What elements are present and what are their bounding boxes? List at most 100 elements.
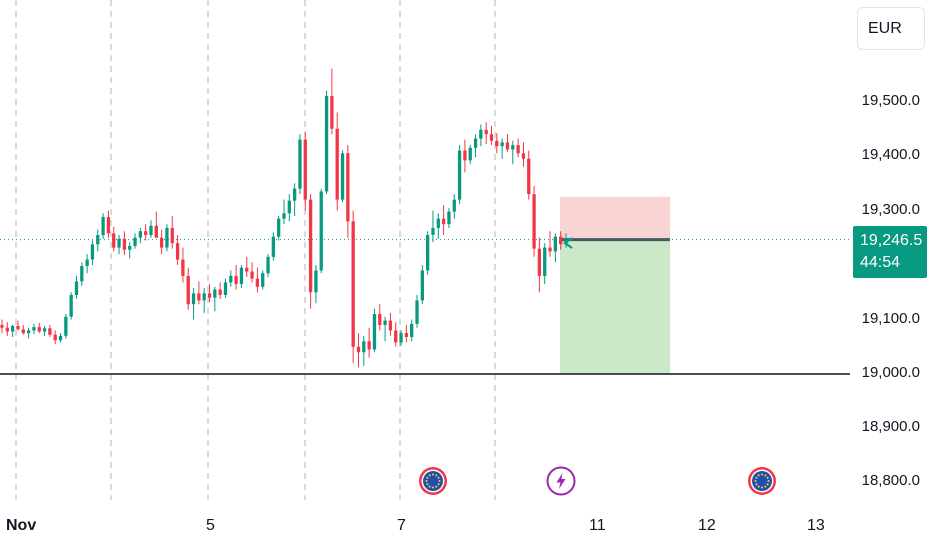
candle (165, 224, 169, 252)
candle (202, 287, 206, 313)
candle (234, 265, 238, 290)
eu-flag-icon[interactable] (747, 466, 777, 496)
currency-label: EUR (868, 19, 902, 37)
candle-body (197, 293, 201, 301)
candle-body (53, 334, 57, 341)
candle-body (85, 259, 89, 267)
candle-body (191, 293, 196, 305)
candle (436, 213, 440, 239)
candle-body (69, 294, 73, 317)
candle (69, 292, 73, 320)
candle (431, 210, 435, 243)
candle (85, 254, 89, 274)
candle-body (165, 227, 169, 248)
candle (16, 320, 20, 331)
candle-body (495, 140, 499, 147)
candle-body (26, 330, 31, 334)
candle-body (122, 238, 127, 250)
candle-body (213, 289, 217, 298)
candle (159, 229, 164, 255)
last-price-badge[interactable]: 19,246.5 44:54 (853, 226, 927, 278)
candle (186, 267, 190, 310)
candle-body (96, 235, 100, 245)
candle (292, 183, 297, 216)
candle-body (335, 128, 339, 200)
candle-body (436, 218, 440, 228)
candle-body (245, 267, 249, 272)
candle (80, 262, 84, 286)
candle (362, 335, 366, 366)
candle-body (426, 235, 430, 271)
candle-body (420, 270, 424, 301)
candle (74, 275, 79, 299)
candle (266, 254, 270, 277)
candle (505, 134, 510, 152)
candle-body (484, 129, 488, 135)
price-tick-19400: 19,400.0 (861, 146, 920, 163)
candle-body (58, 335, 63, 341)
candle (527, 150, 531, 200)
candle-body (133, 237, 137, 246)
candle-body (207, 293, 212, 298)
candle (521, 142, 526, 167)
candle-body (175, 243, 180, 260)
candle-body (388, 320, 393, 331)
candle (144, 224, 148, 241)
candle (239, 265, 244, 288)
candle (463, 139, 467, 173)
take-profit-zone[interactable] (560, 239, 670, 374)
candle-body (287, 200, 291, 214)
candle (378, 304, 382, 331)
lightning-icon[interactable] (546, 466, 576, 496)
candle (511, 140, 515, 165)
candle-body (473, 138, 478, 148)
candle-body (138, 231, 142, 238)
candle (223, 278, 228, 298)
candle-body (229, 275, 233, 283)
candle-body (106, 217, 111, 234)
candle-body (218, 289, 222, 295)
candle (351, 210, 355, 364)
candle (484, 122, 488, 145)
candle-body (0, 324, 4, 328)
candle-body (548, 247, 552, 252)
candle (367, 327, 371, 358)
candle-body (431, 227, 435, 236)
candle (32, 323, 36, 335)
candle-body (468, 147, 472, 161)
candle (473, 134, 478, 158)
candle-body (527, 158, 531, 195)
candle (404, 324, 409, 343)
date-tick-12: 12 (698, 517, 716, 534)
candle-body (356, 346, 361, 353)
candle-body (271, 236, 276, 257)
candle (500, 138, 504, 159)
candle-body (447, 211, 451, 225)
candle (415, 294, 419, 328)
candle-body (266, 256, 270, 274)
candle (128, 242, 132, 259)
candle (64, 314, 68, 339)
candle-body (511, 145, 515, 150)
candle (42, 326, 47, 336)
currency-button[interactable]: EUR (857, 7, 925, 50)
candle (112, 226, 116, 252)
candle (154, 211, 158, 238)
candle-body (543, 247, 547, 276)
candle-body (521, 153, 526, 159)
candle-body (90, 244, 95, 260)
candle (181, 247, 185, 283)
stop-loss-zone[interactable] (560, 196, 670, 240)
candle (447, 207, 451, 228)
candle-body (48, 328, 52, 335)
candle-body (149, 225, 153, 236)
candle (133, 233, 137, 249)
date-tick-5: 5 (206, 517, 215, 534)
bar-countdown: 44:54 (860, 254, 901, 271)
candle-body (330, 96, 334, 129)
eu-flag-icon[interactable] (418, 466, 448, 496)
candle-body (516, 145, 520, 154)
candle-body (21, 329, 25, 334)
candle (420, 265, 424, 305)
